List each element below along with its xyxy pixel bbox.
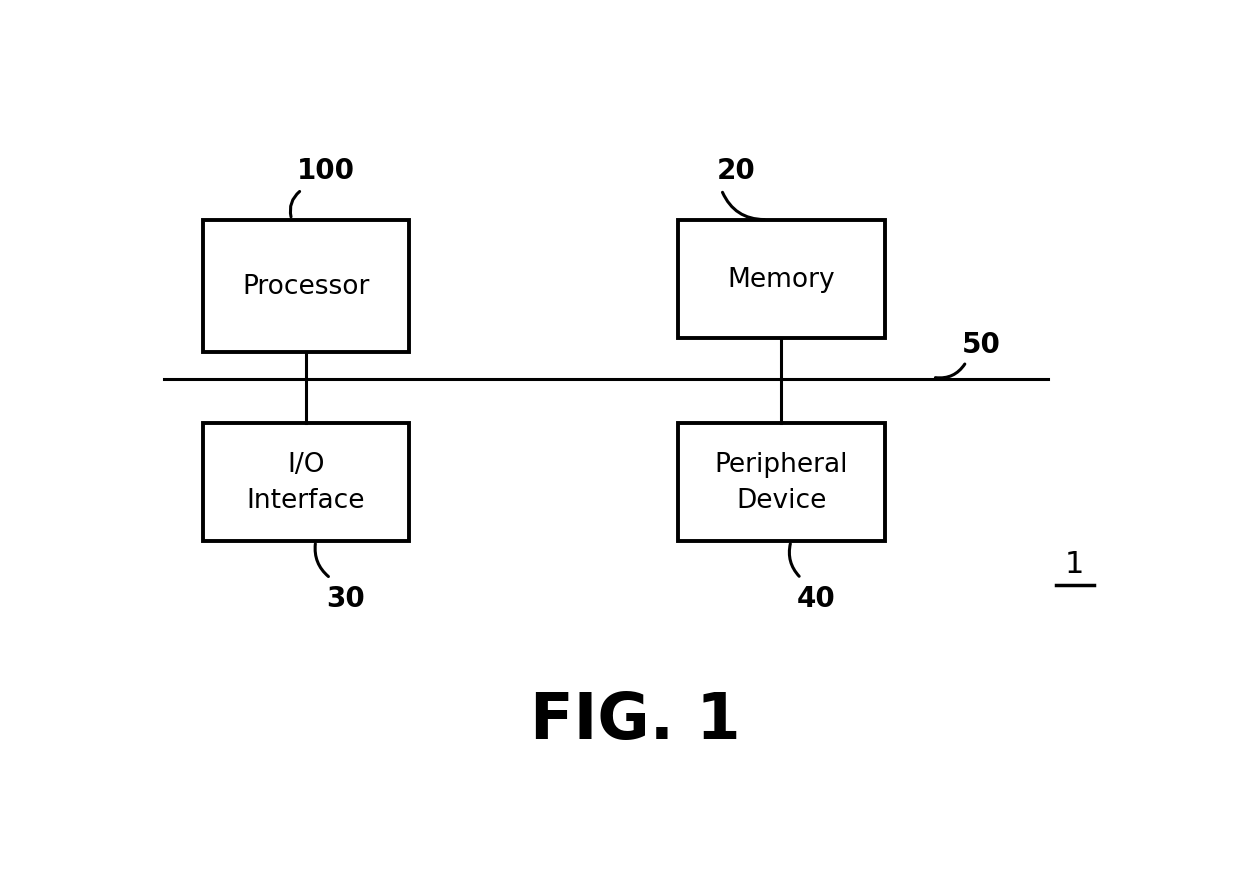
Text: FIG. 1: FIG. 1 [530, 689, 740, 752]
Text: 30: 30 [326, 584, 364, 612]
Text: 50: 50 [961, 331, 1000, 359]
Text: Memory: Memory [727, 266, 835, 292]
Bar [678, 220, 885, 339]
Bar [203, 423, 409, 542]
Text: 1: 1 [1066, 550, 1084, 579]
Bar [678, 423, 885, 542]
Text: 100: 100 [297, 157, 356, 185]
Text: 20: 20 [716, 157, 756, 185]
Text: Peripheral
Device: Peripheral Device [715, 451, 849, 514]
Text: Processor: Processor [243, 273, 369, 299]
Bar [203, 220, 409, 352]
Text: I/O
Interface: I/O Interface [247, 451, 366, 514]
Text: 40: 40 [797, 584, 835, 612]
